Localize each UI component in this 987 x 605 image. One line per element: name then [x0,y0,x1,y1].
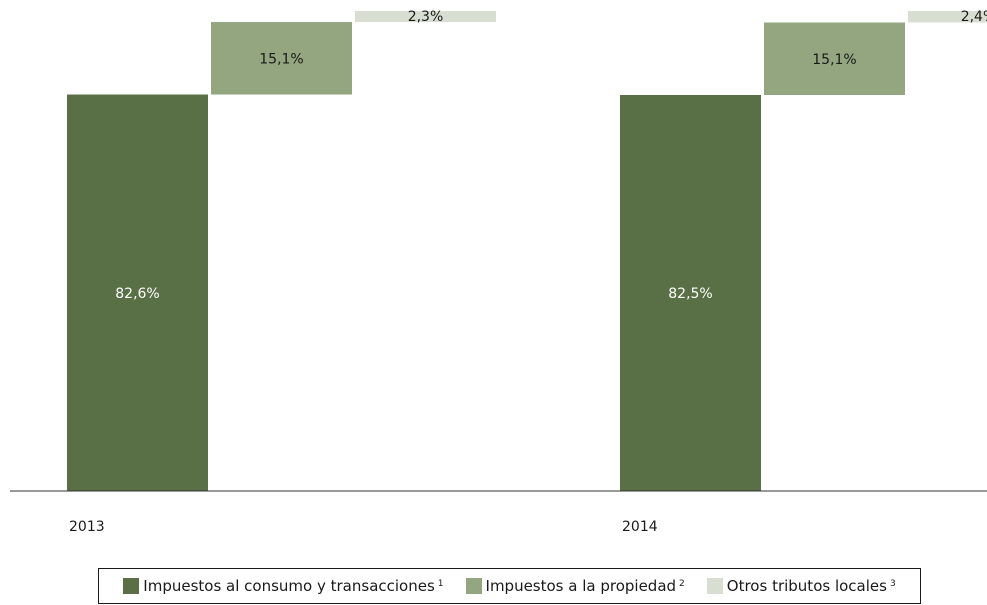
stacked-bar-chart: 82,6% 15,1% 2,3% 2013 82,5% 15,1% 2,4% 2014 [10,9,987,535]
data-label-2014-series-0: 82,5% [668,286,712,302]
legend-swatch-consumo [123,578,140,594]
data-label-2014-series-2: 2,4% [961,9,987,25]
legend-swatch-propiedad [465,578,482,594]
legend-item-otros: Otros tributos locales 3 [706,577,896,595]
bar-2013-series-0 [67,94,208,492]
legend: Impuestos al consumo y transacciones 1 I… [98,568,921,604]
legend-item-consumo: Impuestos al consumo y transacciones 1 [123,577,444,595]
legend-footnote-otros: 3 [889,579,896,589]
data-label-2014-series-1: 15,1% [812,52,856,68]
legend-footnote-propiedad: 2 [679,579,685,589]
bars-layer [67,11,987,492]
legend-swatch-otros [706,578,723,594]
bar-2013-series-2 [355,11,496,23]
bar-2014-series-2 [908,11,987,23]
labels-layer: 82,6% 15,1% 2,3% 2013 82,5% 15,1% 2,4% 2014 [69,9,987,535]
legend-item-propiedad: Impuestos a la propiedad 2 [465,577,685,595]
bar-2014-series-0 [620,95,761,491]
x-tick-label-2014: 2014 [622,519,658,535]
x-tick-label-2013: 2013 [69,519,105,535]
legend-label-otros: Otros tributos locales [726,577,887,595]
legend-label-propiedad: Impuestos a la propiedad [485,577,677,595]
data-label-2013-series-2: 2,3% [408,9,444,25]
legend-footnote-consumo: 1 [437,579,444,589]
bar-2013-series-1 [211,22,352,95]
data-label-2013-series-0: 82,6% [115,286,159,302]
data-label-2013-series-1: 15,1% [259,51,303,67]
bar-2014-series-1 [764,22,905,95]
legend-label-consumo: Impuestos al consumo y transacciones [143,577,435,595]
